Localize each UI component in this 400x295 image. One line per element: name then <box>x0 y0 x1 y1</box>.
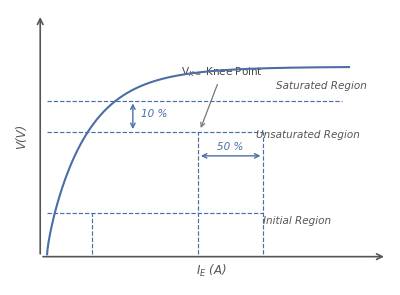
Text: I$_E$ (A): I$_E$ (A) <box>196 263 227 279</box>
Text: V(V): V(V) <box>15 124 28 149</box>
Text: Initial Region: Initial Region <box>264 216 332 226</box>
Text: Unsaturated Region: Unsaturated Region <box>256 130 360 140</box>
Text: V$_{K=}$ Knee Point: V$_{K=}$ Knee Point <box>181 65 263 127</box>
Text: 10 %: 10 % <box>142 109 168 119</box>
Text: Saturated Region: Saturated Region <box>276 81 367 91</box>
Text: 50 %: 50 % <box>218 142 244 152</box>
